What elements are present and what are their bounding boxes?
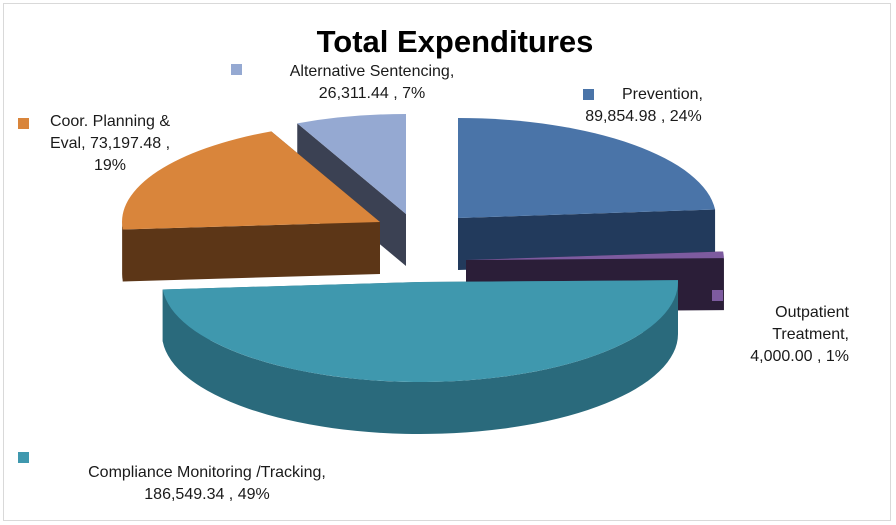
- slice-label-alternative: Alternative Sentencing, 26,311.44 , 7%: [262, 61, 482, 105]
- chart-title: Total Expenditures: [316, 24, 594, 59]
- slice-top: [122, 131, 381, 230]
- label-line: Outpatient: [775, 304, 849, 321]
- slice-key-coor-planning: [18, 118, 29, 129]
- slice-key-prevention: [583, 89, 594, 100]
- slice-label-coor-planning: Coor. Planning & Eval, 73,197.48 , 19%: [36, 111, 184, 177]
- slice-label-prevention: Prevention, 89,854.98 , 24%: [585, 84, 703, 128]
- slice-rim: [162, 282, 678, 435]
- slice-compliance: [162, 280, 679, 435]
- slice-side-wall: [122, 222, 380, 282]
- slice-label-compliance: Compliance Monitoring /Tracking, 186,549…: [62, 462, 352, 506]
- slice-top: [466, 251, 724, 260]
- label-line: Eval, 73,197.48 ,: [49, 135, 171, 152]
- label-line: Compliance Monitoring /Tracking,: [88, 464, 326, 481]
- slice-key-alternative: [231, 64, 242, 75]
- slice-rim: [122, 222, 123, 282]
- label-line: 26,311.44 , 7%: [318, 85, 426, 102]
- label-line: Coor. Planning &: [49, 113, 171, 130]
- label-line: 186,549.34 , 49%: [144, 486, 270, 503]
- slice-top: [162, 280, 679, 382]
- slice-top: [458, 118, 716, 218]
- label-line: 89,854.98 , 24%: [585, 108, 702, 125]
- slice-coor-planning: [122, 131, 381, 282]
- label-line: Prevention,: [622, 86, 703, 103]
- label-line: 19%: [93, 157, 127, 174]
- label-line: Treatment,: [772, 326, 849, 343]
- slice-key-outpatient: [712, 290, 723, 301]
- slice-prevention: [458, 118, 716, 270]
- slice-top: [297, 114, 406, 214]
- label-line: 4,000.00 , 1%: [750, 348, 849, 365]
- slice-label-outpatient: Outpatient Treatment, 4,000.00 , 1%: [735, 302, 849, 368]
- slice-key-compliance: [18, 452, 29, 463]
- label-line: Alternative Sentencing,: [289, 63, 455, 80]
